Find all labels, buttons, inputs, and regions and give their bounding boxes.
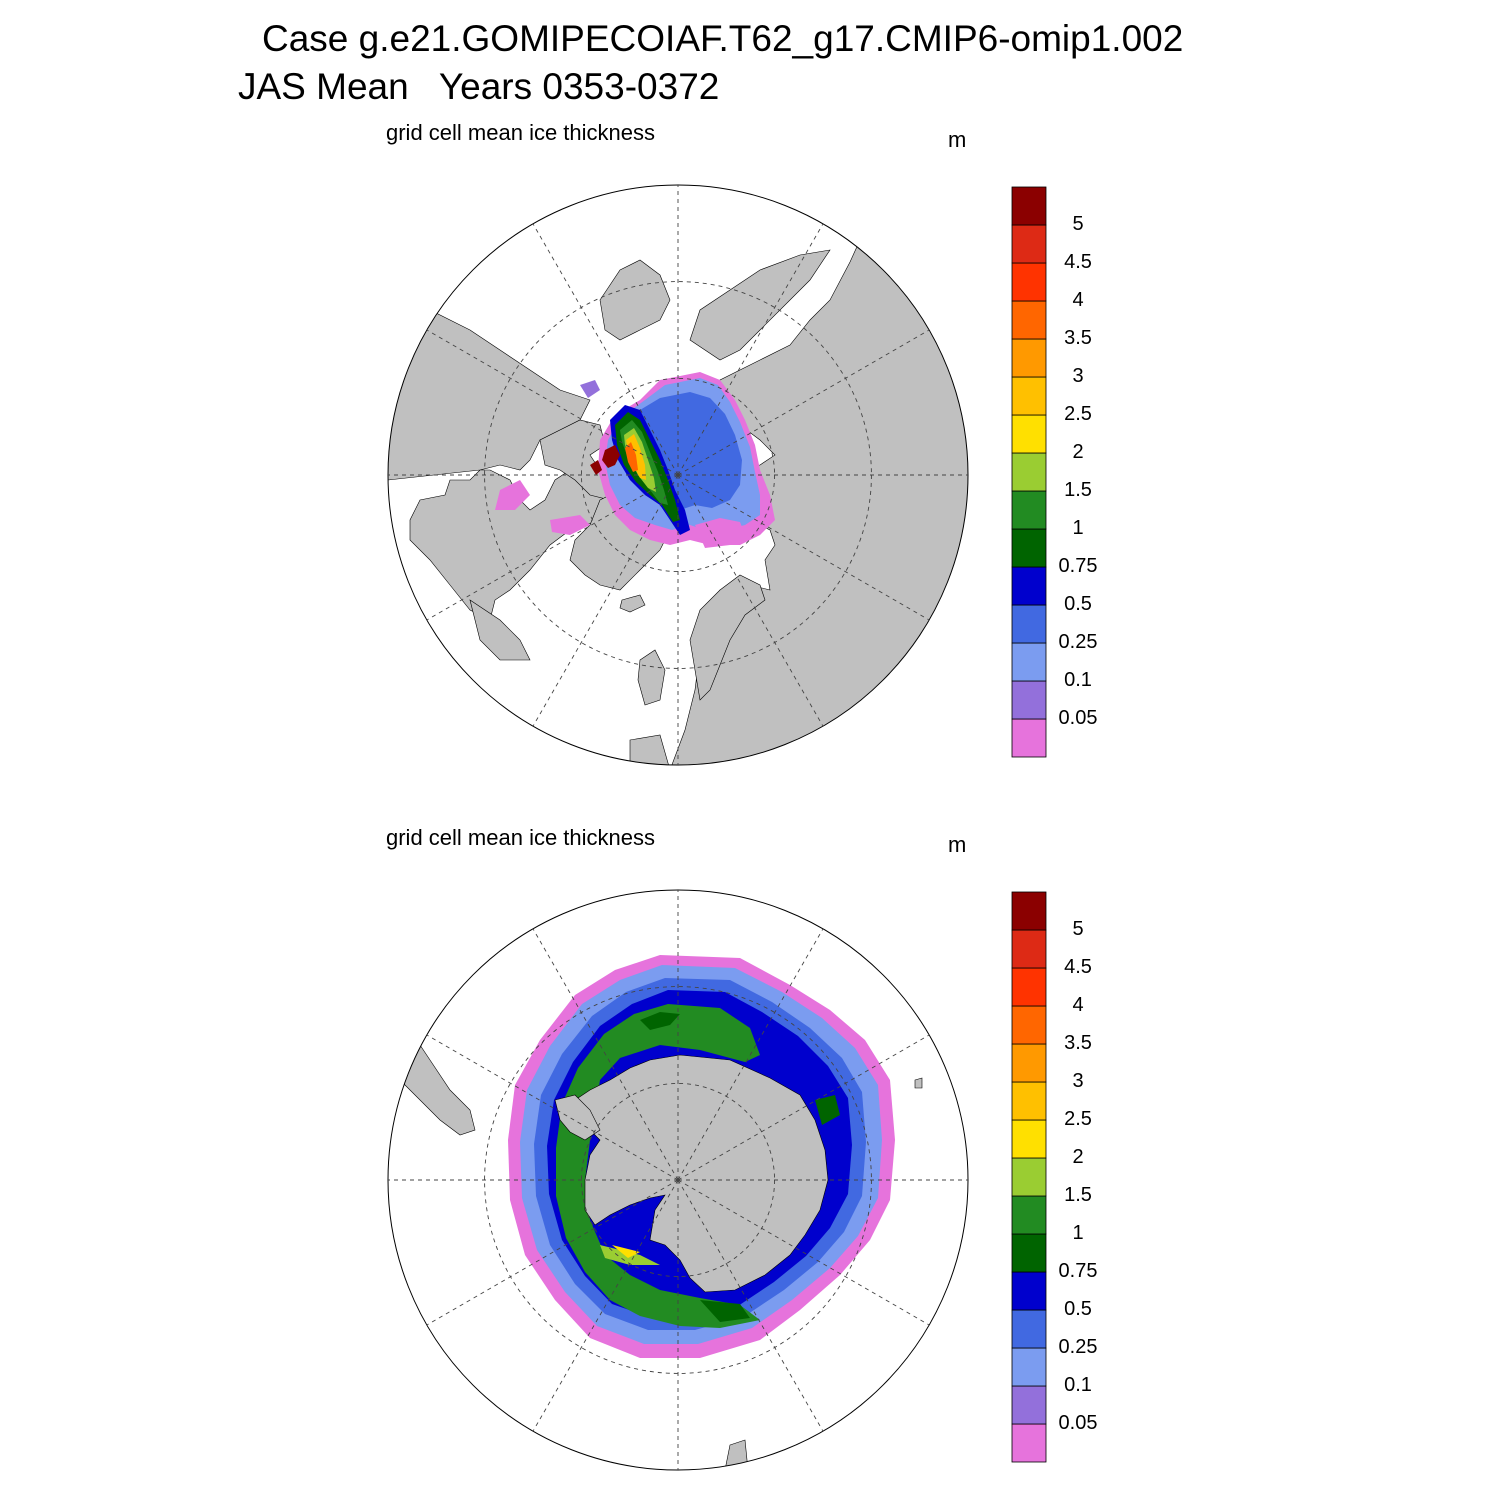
arctic-colorbar-tick-label: 2 [1072,441,1084,463]
antarctic-colorbar-tick-label: 0.1 [1064,1374,1092,1396]
antarctic-map [387,889,969,1471]
arctic-map [387,184,969,766]
arctic-colorbar-tick-label: 1.5 [1064,479,1092,501]
arctic-sea-ice [495,372,775,548]
antarctic-units-label: m [948,832,967,857]
antarctic-colorbar [1011,891,1047,1463]
antarctic-colorbar-tick-label: 2.5 [1064,1108,1092,1130]
british-isles [637,649,666,706]
figure-title-case: Case g.e21.GOMIPECOIAF.T62_g17.CMIP6-omi… [262,18,1184,59]
arctic-colorbar-tick-label: 0.05 [1058,707,1098,729]
antarctic-colorbar-tick-label: 3 [1072,1070,1084,1092]
antarctic-colorbar-swatch [1011,1423,1047,1463]
arctic-panel-title: grid cell mean ice thickness [386,120,656,145]
antarctic-colorbar-tick-label: 0.75 [1058,1260,1098,1282]
iceland-island [619,594,646,613]
arctic-colorbar-swatch [1011,186,1047,226]
arctic-colorbar-swatch [1011,300,1047,340]
antarctic-colorbar-tick-label: 0.5 [1064,1298,1092,1320]
arctic-colorbar-swatch [1011,224,1047,264]
antarctic-panel-title: grid cell mean ice thickness [386,825,656,850]
antarctic-colorbar-swatch [1011,891,1047,931]
arctic-colorbar-tick-label: 3 [1072,365,1084,387]
antarctic-colorbar-swatch [1011,1271,1047,1311]
antarctic-colorbar-tick-label: 4.5 [1064,956,1092,978]
arctic-graticule [388,185,968,765]
alaska-landmass [599,259,671,341]
arctic-colorbar-tick-label: 0.5 [1064,593,1092,615]
antarctic-colorbar-swatch [1011,929,1047,969]
arctic-colorbar-swatch [1011,262,1047,302]
antarctic-colorbar-swatch [1011,1157,1047,1197]
antarctic-colorbar-swatch [1011,1233,1047,1273]
small-island [914,1077,923,1089]
arctic-colorbar [1011,186,1047,758]
arctic-colorbar-tick-label: 2.5 [1064,403,1092,425]
antarctic-colorbar-tick-label: 0.05 [1058,1412,1098,1434]
antarctic-colorbar-tick-label: 5 [1072,918,1084,940]
labrador-landmass [469,599,531,661]
arctic-colorbar-swatch [1011,376,1047,416]
antarctic-colorbar-tick-label: 2 [1072,1146,1084,1168]
arctic-colorbar-swatch [1011,566,1047,606]
antarctic-colorbar-swatch [1011,1043,1047,1083]
arctic-colorbar-swatch [1011,490,1047,530]
antarctic-colorbar-tick-label: 1 [1072,1222,1084,1244]
antarctic-peninsula [554,1094,601,1141]
arctic-colorbar-tick-label: 5 [1072,213,1084,235]
antarctic-colorbar-swatch [1011,1385,1047,1425]
arctic-colorbar-swatch [1011,642,1047,682]
antarctic-colorbar-tick-label: 4 [1072,994,1084,1016]
arctic-colorbar-swatch [1011,414,1047,454]
antarctic-colorbar-tick-label: 3.5 [1064,1032,1092,1054]
arctic-colorbar-tick-label: 4 [1072,289,1084,311]
arctic-colorbar-swatch [1011,718,1047,758]
antarctic-colorbar-swatch [1011,1005,1047,1045]
antarctic-graticule [388,890,968,1470]
arctic-colorbar-tick-label: 0.25 [1058,631,1098,653]
arctic-colorbar-swatch [1011,452,1047,492]
antarctic-colorbar-swatch [1011,1309,1047,1349]
arctic-colorbar-swatch [1011,528,1047,568]
arctic-colorbar-swatch [1011,604,1047,644]
arctic-colorbar-tick-label: 0.1 [1064,669,1092,691]
antarctic-colorbar-swatch [1011,1195,1047,1235]
arctic-colorbar-tick-label: 0.75 [1058,555,1098,577]
antarctic-colorbar-swatch [1011,967,1047,1007]
arctic-colorbar-tick-label: 1 [1072,517,1084,539]
antarctic-colorbar-swatch [1011,1119,1047,1159]
arctic-colorbar-swatch [1011,680,1047,720]
antarctic-colorbar-swatch [1011,1347,1047,1387]
arctic-colorbar-tick-label: 3.5 [1064,327,1092,349]
figure-title-period: JAS Mean Years 0353-0372 [238,66,720,107]
antarctic-colorbar-tick-label: 0.25 [1058,1336,1098,1358]
antarctic-colorbar-swatch [1011,1081,1047,1121]
arctic-colorbar-tick-label: 4.5 [1064,251,1092,273]
arctic-units-label: m [948,127,967,152]
arctic-colorbar-swatch [1011,338,1047,378]
antarctic-colorbar-tick-label: 1.5 [1064,1184,1092,1206]
siberia-landmass [689,249,831,361]
iberia-landmass [629,734,671,765]
